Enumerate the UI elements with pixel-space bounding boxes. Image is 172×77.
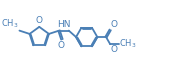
Text: O: O [111, 45, 118, 54]
Text: CH$_3$: CH$_3$ [119, 38, 137, 50]
Text: O: O [36, 16, 43, 25]
Text: HN: HN [57, 20, 71, 29]
Text: O: O [111, 20, 118, 29]
Text: CH$_3$: CH$_3$ [1, 18, 19, 30]
Text: O: O [58, 41, 65, 50]
